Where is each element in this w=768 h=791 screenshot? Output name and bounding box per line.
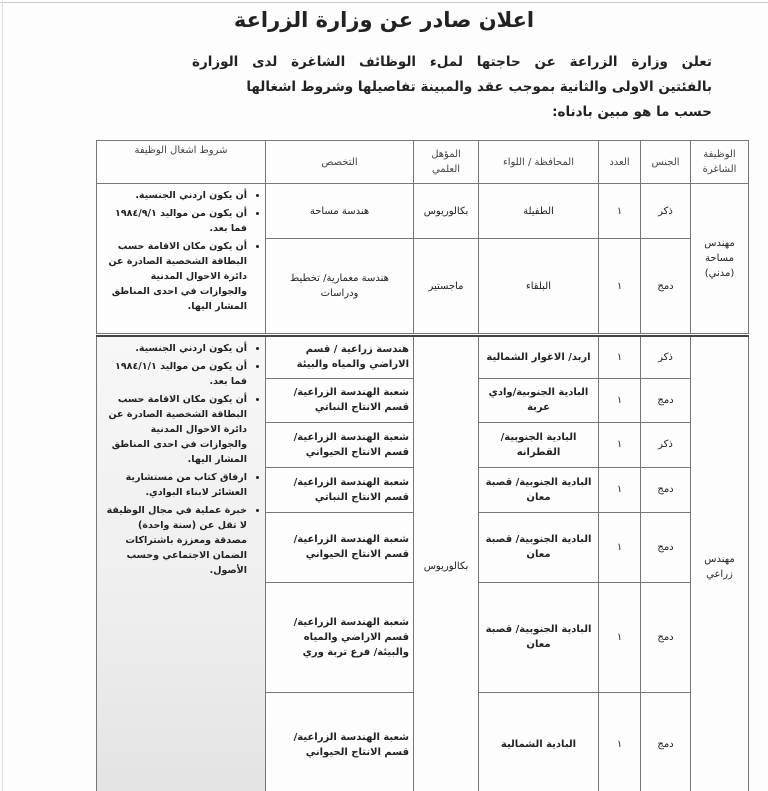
- specialization: شعبة الهندسة الزراعية/ قسم الانتاج الحيو…: [265, 421, 414, 468]
- governorate: البادية الجنوبية/ قصبة معان: [478, 466, 599, 513]
- header-specialization: التخصص: [265, 140, 414, 184]
- header-conditions: شروط اشغال الوظيفة: [96, 140, 266, 184]
- gender: دمج: [640, 581, 691, 693]
- page-title: اعلان صادر عن وزارة الزراعة: [233, 8, 535, 32]
- table-header-row: الوظيفة الشاغرة الجنس العدد المحافظة / ا…: [96, 140, 749, 184]
- job-title: مهندس زراعي: [690, 335, 749, 791]
- scan-edge: [0, 2, 768, 3]
- condition-item: أن يكون من مواليد ١٩٨٤/١/١ فما بعد.: [103, 359, 247, 389]
- gender: ذكر: [640, 335, 691, 379]
- conditions: أن يكون اردني الجنسية. أن يكون من مواليد…: [96, 183, 266, 334]
- conditions: أن يكون اردني الجنسية. أن يكون من مواليد…: [96, 335, 266, 791]
- governorate: الطفيلة: [478, 183, 599, 239]
- header-count: العدد: [598, 140, 641, 184]
- governorate: البادية الجنوبية/القطرانه: [478, 421, 599, 468]
- table-row: مهندس زراعي ذكر ١ اربد/ الاغوار الشمالية…: [96, 335, 749, 791]
- table-row: دمج ١ البادية الشمالية شعبة الهندسة الزر…: [97, 691, 749, 791]
- intro-line: بالفئتين الاولى والثانية بموجب عقد والمب…: [246, 79, 712, 95]
- governorate: البلقاء: [478, 238, 599, 334]
- condition-item: أن يكون اردني الجنسية.: [103, 188, 247, 203]
- specialization: هندسة معمارية/ تخطيط ودراسات: [265, 238, 414, 334]
- governorate: البادية الجنوبية/ قصبة معان: [478, 581, 599, 693]
- gender: ذكر: [640, 183, 691, 239]
- table-row: دمج ١ البلقاء ماجستير هندسة معمارية/ تخط…: [97, 238, 749, 334]
- table-row: ذكر ١ البادية الجنوبية/القطرانه شعبة اله…: [97, 421, 749, 468]
- condition-item: أن يكون من مواليد ١٩٨٤/٩/١ فما بعد.: [103, 206, 247, 236]
- table-row: دمج ١ البادية الجنوبية/ قصبة معان شعبة ا…: [97, 511, 749, 583]
- header-governorate: المحافظة / اللواء: [478, 140, 599, 184]
- gender: دمج: [640, 377, 691, 423]
- count: ١: [598, 335, 641, 379]
- vacancies-table-agriculture: مهندس زراعي ذكر ١ اربد/ الاغوار الشمالية…: [96, 335, 749, 791]
- scan-edge: [2, 0, 3, 791]
- specialization: شعبة الهندسة الزراعية/ قسم الاراضي والمي…: [265, 581, 414, 693]
- table-row: دمج ١ البادية الجنوبية/ قصبة معان شعبة ا…: [97, 581, 749, 693]
- condition-item: أن يكون مكان الاقامة حسب البطاقة الشخصية…: [103, 392, 247, 467]
- count: ١: [598, 691, 641, 791]
- specialization: شعبة الهندسة الزراعية/ قسم الانتاج الحيو…: [265, 511, 414, 583]
- condition-item: أن يكون اردني الجنسية.: [103, 341, 247, 356]
- intro-paragraph: تعلن وزارة الزراعة عن حاجتها لملء الوظائ…: [192, 50, 712, 125]
- gender: دمج: [640, 238, 691, 334]
- specialization: شعبة الهندسة الزراعية/ قسم الانتاج النبا…: [265, 377, 414, 423]
- governorate: البادية الجنوبية/ قصبة معان: [478, 511, 599, 583]
- gender: دمج: [640, 466, 691, 513]
- count: ١: [598, 466, 641, 513]
- qualification: ماجستير: [413, 238, 479, 334]
- governorate: البادية الجنوبية/وادي عربة: [478, 377, 599, 423]
- specialization: شعبة الهندسة الزراعية/ قسم الانتاج الحيو…: [265, 691, 414, 791]
- table-row: دمج ١ البادية الجنوبية/ قصبة معان شعبة ا…: [97, 466, 749, 513]
- gender: دمج: [640, 691, 691, 791]
- gender: ذكر: [640, 421, 691, 468]
- condition-item: ارفاق كتاب من مستشارية العشائر لابناء ال…: [103, 470, 247, 500]
- gender: دمج: [640, 511, 691, 583]
- specialization: شعبة الهندسة الزراعية/ قسم الانتاج النبا…: [265, 466, 414, 513]
- header-gender: الجنس: [640, 140, 691, 184]
- intro-line: تعلن وزارة الزراعة عن حاجتها لملء الوظائ…: [192, 54, 712, 70]
- specialization: هندسة مساحة: [265, 183, 414, 239]
- header-qualification: المؤهل العلمي: [413, 140, 479, 184]
- qualification: بكالوريوس: [413, 183, 479, 239]
- count: ١: [598, 183, 641, 239]
- table-row: مهندس مساحة (مدني) ذكر ١ الطفيلة بكالوري…: [96, 183, 749, 334]
- governorate: البادية الشمالية: [478, 691, 599, 791]
- qualification: بكالوريوس: [413, 335, 479, 791]
- intro-line: حسب ما هو مبين بادناه:: [552, 104, 712, 120]
- count: ١: [598, 377, 641, 423]
- condition-item: أن يكون مكان الاقامة حسب البطاقة الشخصية…: [103, 239, 247, 314]
- header-job: الوظيفة الشاغرة: [690, 140, 749, 184]
- specialization: هندسة زراعية / قسم الاراضي والمياه والبي…: [265, 335, 414, 379]
- count: ١: [598, 238, 641, 334]
- count: ١: [598, 581, 641, 693]
- governorate: اربد/ الاغوار الشمالية: [478, 335, 599, 379]
- count: ١: [598, 421, 641, 468]
- count: ١: [598, 511, 641, 583]
- vacancies-table-surveying: الوظيفة الشاغرة الجنس العدد المحافظة / ا…: [96, 140, 749, 334]
- job-title: مهندس مساحة (مدني): [690, 183, 749, 334]
- condition-item: خبرة عملية في مجال الوظيفة لا تقل عن (سن…: [103, 503, 247, 578]
